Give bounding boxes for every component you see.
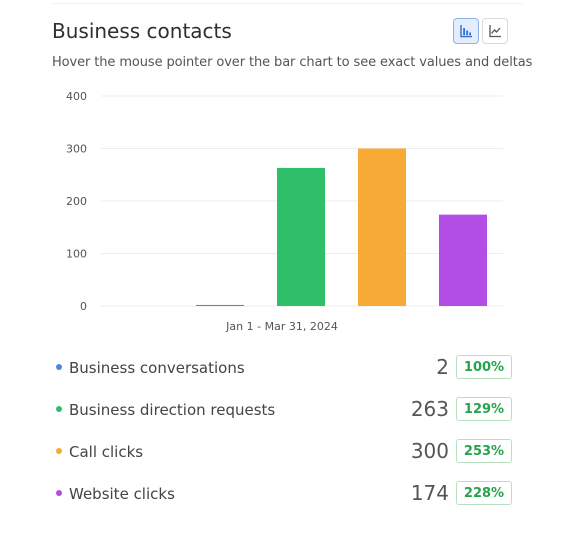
delta-badge: 228% xyxy=(456,481,512,505)
card-top-divider xyxy=(52,3,523,4)
card-subtitle: Hover the mouse pointer over the bar cha… xyxy=(52,55,533,70)
bar-2[interactable] xyxy=(277,167,325,306)
legend-row[interactable]: Call clicks 300 253% xyxy=(52,436,512,466)
y-tick-label: 300 xyxy=(66,143,87,156)
line-chart-view-button[interactable] xyxy=(482,18,508,44)
bar-4[interactable] xyxy=(439,214,487,306)
legend-dot xyxy=(56,364,62,370)
legend-label: Call clicks xyxy=(69,443,144,461)
legend-value: 300 xyxy=(410,439,449,463)
chart-view-toggle xyxy=(453,18,508,44)
legend-dot xyxy=(56,490,62,496)
bar-chart-icon xyxy=(460,25,472,38)
y-tick-label: 400 xyxy=(66,90,87,103)
legend-label: Business direction requests xyxy=(69,401,276,419)
y-tick-label: 0 xyxy=(80,300,87,313)
legend-dot xyxy=(56,448,62,454)
legend-value: 174 xyxy=(410,481,449,505)
legend-label: Website clicks xyxy=(69,485,175,503)
delta-badge: 100% xyxy=(456,355,512,379)
bar-chart: 400 300 200 100 0 Jan 1 - Mar 31, 2024 xyxy=(66,90,503,333)
legend-value: 2 xyxy=(436,355,449,379)
bar-3[interactable] xyxy=(358,148,406,307)
legend-dot xyxy=(56,406,62,412)
legend-row[interactable]: Business direction requests 263 129% xyxy=(52,394,512,424)
x-axis-label: Jan 1 - Mar 31, 2024 xyxy=(225,320,338,333)
bar-1[interactable] xyxy=(196,304,244,306)
line-chart-icon xyxy=(489,25,501,38)
delta-badge: 129% xyxy=(456,397,512,421)
delta-badge: 253% xyxy=(456,439,512,463)
card-title: Business contacts xyxy=(52,19,232,43)
y-tick-label: 200 xyxy=(66,195,87,208)
legend-label: Business conversations xyxy=(69,359,245,377)
legend-value: 263 xyxy=(410,397,449,421)
y-tick-label: 100 xyxy=(66,248,87,261)
legend-row[interactable]: Business conversations 2 100% xyxy=(52,352,512,382)
bar-chart-view-button[interactable] xyxy=(453,18,479,44)
legend-row[interactable]: Website clicks 174 228% xyxy=(52,478,512,508)
